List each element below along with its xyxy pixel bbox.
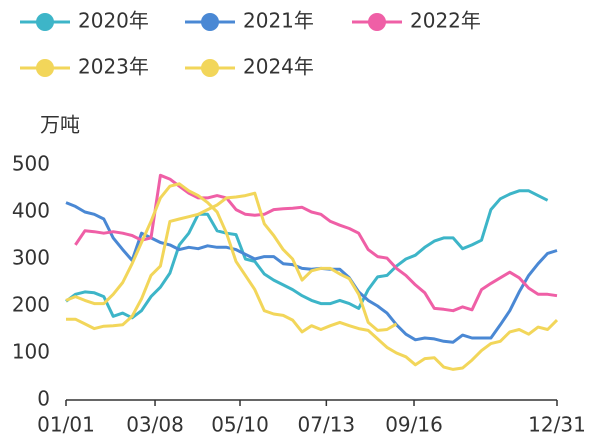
y-tick-label: 300 (12, 246, 50, 270)
x-tick-label: 01/01 (37, 413, 95, 437)
y-tick-label: 400 (12, 199, 50, 223)
legend-marker (201, 13, 219, 31)
x-tick-label: 09/16 (385, 413, 443, 437)
series-line (65, 189, 549, 320)
legend-marker (36, 59, 54, 77)
y-axis-label: 万吨 (40, 113, 80, 137)
y-tick-label: 100 (12, 340, 50, 364)
x-tick-label: 07/13 (298, 413, 356, 437)
legend-label: 2024年 (243, 55, 314, 79)
legend-label: 2020年 (78, 9, 149, 33)
y-tick-label: 200 (12, 293, 50, 317)
x-tick-label: 12/31 (528, 413, 586, 437)
y-tick-label: 500 (12, 152, 50, 176)
y-tick-label: 0 (37, 387, 50, 411)
legend-marker (201, 59, 219, 77)
series-line (66, 191, 398, 332)
legend-label: 2021年 (243, 9, 314, 33)
series-line (65, 182, 559, 371)
legend-label: 2023年 (78, 55, 149, 79)
x-tick-label: 05/10 (211, 413, 269, 437)
x-tick-label: 03/08 (126, 413, 184, 437)
legend-label: 2022年 (410, 9, 481, 33)
legend-marker (368, 13, 386, 31)
series-line (74, 173, 558, 313)
legend-marker (36, 13, 54, 31)
